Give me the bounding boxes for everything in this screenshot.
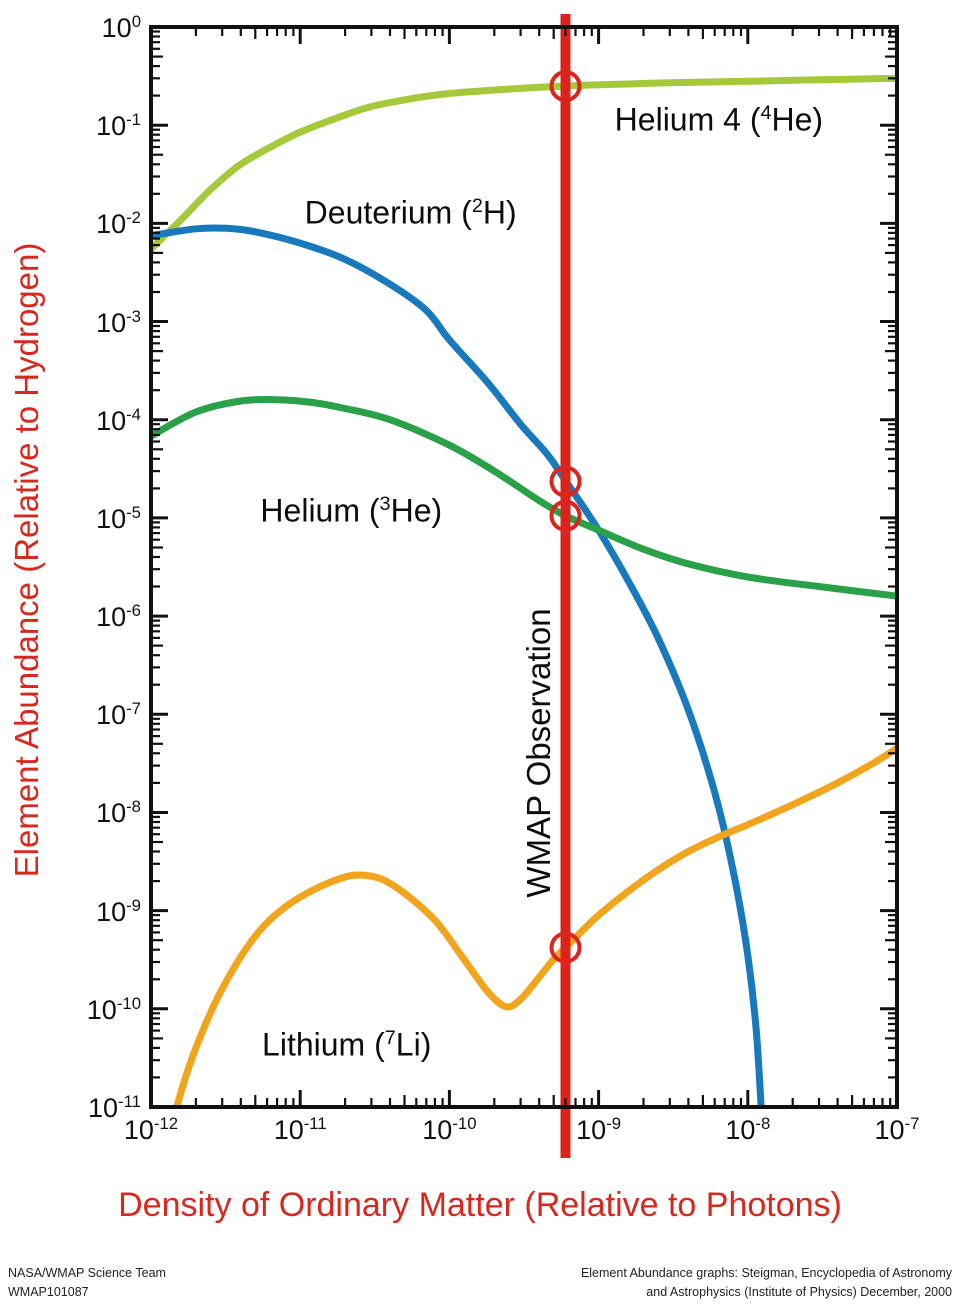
- observation-marker: [549, 465, 582, 498]
- y-axis-title: Element Abundance (Relative to Hydrogen): [8, 242, 45, 878]
- series-label-lithium: Lithium (7Li): [262, 1026, 432, 1063]
- y-tick-label: 10-8: [96, 797, 141, 829]
- y-tick-label: 10-11: [88, 1092, 141, 1123]
- series-label-deuterium: Deuterium (2H): [304, 194, 517, 231]
- curve-lithium: [173, 744, 897, 1107]
- y-tick-label: 10-1: [96, 110, 141, 142]
- x-tick-label: 10-10: [422, 1114, 477, 1145]
- y-tick-label: 10-2: [96, 208, 141, 240]
- credit-right-line1: Element Abundance graphs: Steigman, Ency…: [580, 1266, 952, 1280]
- series-label-helium3: Helium (3He): [260, 492, 443, 529]
- x-tick-label: 10-8: [725, 1114, 771, 1145]
- y-tick-label: 10-5: [96, 502, 141, 534]
- x-tick-label: 10-12: [123, 1114, 179, 1145]
- y-tick-label: 10-3: [96, 306, 141, 338]
- x-tick-label: 10-7: [874, 1114, 920, 1145]
- y-tick-label: 100: [101, 12, 141, 43]
- x-tick-label: 10-11: [273, 1114, 327, 1145]
- y-tick-label: 10-4: [96, 404, 141, 436]
- observation-marker: [549, 499, 582, 532]
- curve-helium3: [151, 395, 897, 600]
- credit-right: Element Abundance graphs: Steigman, Ency…: [581, 1264, 952, 1303]
- credit-left-line1: NASA/WMAP Science Team: [8, 1266, 166, 1280]
- y-tick-label: 10-10: [86, 993, 141, 1025]
- credit-left: NASA/WMAP Science Team WMAP101087: [8, 1264, 166, 1303]
- plot-frame: [149, 25, 899, 1109]
- x-tick-label: 10-9: [576, 1114, 622, 1145]
- x-axis-title: Density of Ordinary Matter (Relative to …: [118, 1186, 842, 1224]
- y-tick-label: 10-9: [96, 895, 141, 927]
- observation-marker: [549, 70, 582, 103]
- series-curves: [151, 74, 897, 1107]
- credit-right-line2: and Astrophysics (Institute of Physics) …: [646, 1285, 952, 1300]
- wmap-observation-label: WMAP Observation: [520, 608, 558, 898]
- axis-ticks: [149, 25, 899, 1109]
- observation-marker: [549, 931, 582, 964]
- curve-helium4: [151, 74, 897, 253]
- observation-markers: [549, 70, 582, 964]
- curve-deuterium: [151, 224, 765, 1107]
- credit-left-line2: WMAP101087: [8, 1285, 89, 1300]
- y-tick-label: 10-6: [96, 601, 141, 633]
- y-tick-label: 10-7: [96, 699, 141, 731]
- series-label-helium4: Helium 4 (4He): [614, 101, 824, 138]
